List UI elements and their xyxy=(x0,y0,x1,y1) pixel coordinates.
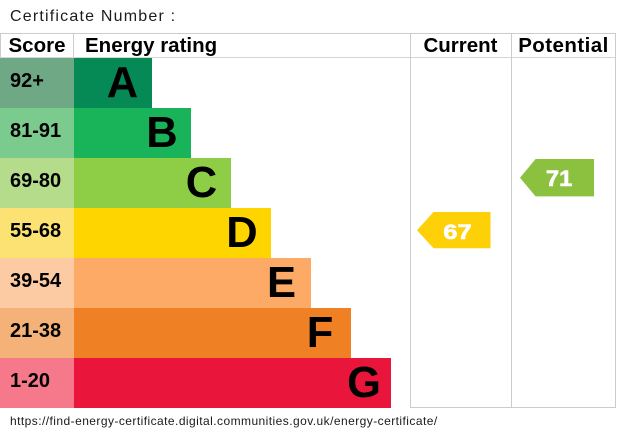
svg-text:67: 67 xyxy=(443,220,472,244)
svg-text:71: 71 xyxy=(546,166,573,191)
